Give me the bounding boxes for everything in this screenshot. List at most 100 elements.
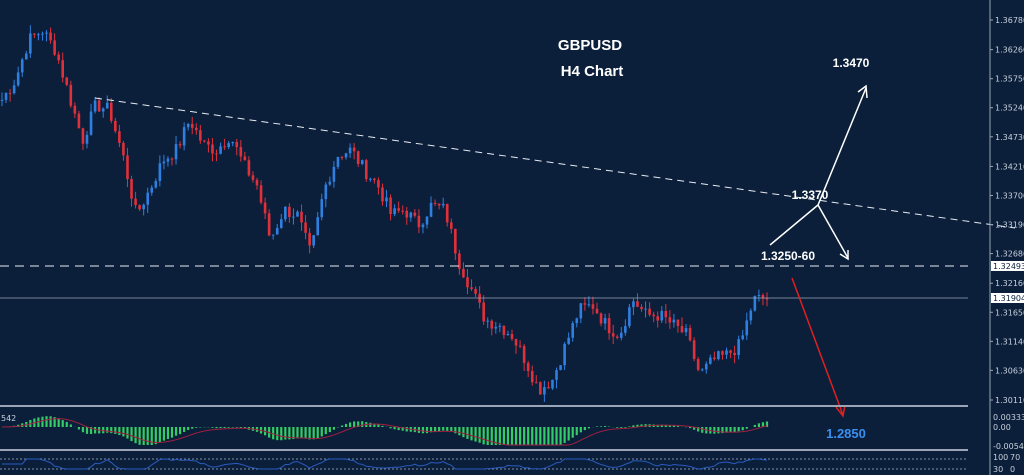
- trendline-break-label: 1.3370: [792, 188, 829, 202]
- candle: [219, 142, 222, 155]
- candle: [733, 345, 736, 364]
- candle: [449, 218, 453, 234]
- candle: [619, 327, 623, 341]
- candle: [352, 143, 356, 160]
- candle: [555, 367, 558, 389]
- candle: [603, 313, 607, 331]
- candle: [417, 209, 421, 234]
- candle: [154, 178, 158, 189]
- arrow-head-down-icon: [835, 404, 846, 418]
- candle: [696, 356, 700, 372]
- candle: [45, 29, 48, 42]
- candle: [199, 124, 202, 144]
- macd-tick: -0.005456: [993, 442, 1024, 451]
- candle: [421, 222, 425, 234]
- rsi-tick: 30: [993, 465, 1003, 474]
- target-down-label: 1.2850: [826, 426, 866, 441]
- candle: [41, 31, 44, 41]
- candle: [97, 97, 101, 112]
- candle: [381, 183, 384, 206]
- price-tick-label: 1.35240: [995, 104, 1024, 113]
- candle: [251, 171, 255, 183]
- chart-subtitle: H4 Chart: [561, 63, 624, 80]
- candle: [514, 338, 518, 354]
- candle: [534, 375, 538, 384]
- candle: [765, 292, 769, 307]
- candle: [235, 139, 239, 156]
- candle: [611, 324, 615, 345]
- candle: [227, 141, 230, 150]
- target-up-label: 1.3470: [833, 56, 870, 70]
- candle: [279, 213, 283, 229]
- candle: [377, 177, 380, 195]
- candle: [138, 204, 141, 212]
- candle: [130, 175, 133, 207]
- candle: [243, 151, 247, 161]
- candle: [186, 122, 190, 131]
- price-tick-label: 1.32160: [995, 279, 1024, 288]
- candle: [458, 249, 461, 275]
- candle: [518, 340, 522, 349]
- macd-tick: 0.00: [993, 423, 1011, 432]
- candle: [114, 117, 117, 134]
- price-tick-label: 1.34730: [995, 133, 1024, 142]
- candle: [348, 143, 352, 158]
- candle: [332, 161, 336, 188]
- candle: [652, 311, 655, 323]
- resistance-price-tag: [991, 261, 1024, 271]
- candle: [166, 156, 170, 167]
- candle: [146, 187, 150, 213]
- candle: [615, 334, 619, 340]
- candle: [162, 154, 166, 170]
- price-tick-label: 1.35750: [995, 75, 1024, 84]
- candle: [684, 324, 688, 336]
- candle: [142, 203, 145, 216]
- candle: [373, 177, 376, 184]
- current-price-tag: [991, 293, 1024, 303]
- candle: [215, 149, 218, 162]
- candle: [239, 140, 243, 162]
- candle: [579, 302, 583, 324]
- candle: [676, 319, 680, 333]
- candle: [364, 158, 368, 182]
- candle: [316, 211, 320, 236]
- candle: [65, 76, 69, 87]
- price-axis-labels: 1.36780 1.36260 1.35750 1.35240 1.34730 1.342…: [990, 16, 1024, 405]
- candle: [207, 138, 210, 153]
- candle: [401, 205, 405, 215]
- candle: [757, 289, 761, 302]
- candle: [692, 337, 696, 362]
- candle: [397, 201, 400, 213]
- candle: [725, 347, 728, 360]
- candle: [494, 321, 498, 334]
- candle: [551, 379, 554, 390]
- candle: [126, 147, 129, 188]
- price-tick-label: 1.33700: [995, 191, 1024, 200]
- candle: [4, 92, 8, 104]
- candle: [737, 335, 740, 360]
- candle: [563, 341, 566, 371]
- candle: [632, 298, 635, 316]
- candle: [336, 156, 340, 170]
- rsi-tick: 100: [993, 453, 1008, 462]
- candle: [81, 127, 85, 151]
- macd-signal-line: [1, 418, 768, 446]
- current-price: 1.31904: [993, 294, 1024, 303]
- candle: [530, 365, 534, 386]
- candle: [101, 107, 105, 118]
- candle: [69, 80, 73, 108]
- price-tick-label: 1.33190: [995, 221, 1024, 230]
- candle: [134, 191, 137, 209]
- candle: [454, 228, 457, 261]
- candle: [33, 33, 36, 38]
- candle: [486, 317, 490, 329]
- candle: [700, 368, 704, 372]
- candle: [704, 361, 708, 374]
- candle: [644, 301, 647, 318]
- candle: [263, 197, 267, 220]
- candle: [749, 308, 753, 325]
- candle: [0, 92, 4, 107]
- candle: [37, 32, 40, 41]
- candle: [324, 182, 328, 208]
